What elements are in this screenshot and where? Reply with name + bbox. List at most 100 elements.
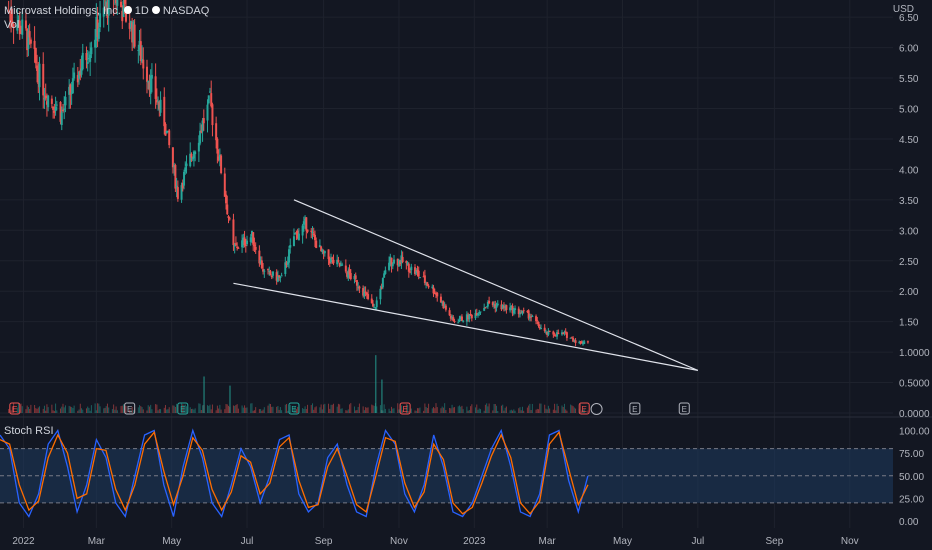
volume-bar xyxy=(587,410,589,413)
candle-body xyxy=(52,106,55,110)
candle-body xyxy=(514,308,517,310)
volume-bar xyxy=(434,408,436,413)
candle-body xyxy=(573,340,576,342)
candle-body xyxy=(253,244,256,247)
candle-body xyxy=(417,270,420,277)
volume-bar xyxy=(545,408,547,413)
candle-body xyxy=(337,260,340,262)
volume-bar xyxy=(140,406,142,413)
candle-body xyxy=(120,1,123,8)
candle-body xyxy=(510,306,513,308)
candle-body xyxy=(320,246,323,252)
volume-bar xyxy=(251,403,253,413)
volume-bar xyxy=(310,405,312,413)
volume-bar xyxy=(353,406,355,413)
volume-bar xyxy=(471,404,473,413)
volume-bar xyxy=(408,410,410,413)
volume-bar xyxy=(158,409,160,413)
volume-bar xyxy=(209,404,211,413)
currency-label[interactable]: USD xyxy=(892,4,914,15)
volume-bar xyxy=(234,405,236,413)
volume-bar xyxy=(289,404,291,413)
candle-body xyxy=(401,257,404,262)
volume-bar xyxy=(113,404,115,413)
volume-bar xyxy=(573,407,575,413)
volume-bar xyxy=(540,403,542,413)
candle-body xyxy=(400,255,403,263)
candle-body xyxy=(122,0,125,17)
candle-body xyxy=(73,72,76,79)
candle-body xyxy=(201,120,204,132)
interval[interactable]: 1D xyxy=(134,5,149,17)
candle-body xyxy=(552,331,555,335)
volume-bar xyxy=(350,403,352,413)
candle-body xyxy=(520,312,523,314)
candle-body xyxy=(59,101,62,122)
candle-body xyxy=(301,225,304,236)
candle-body xyxy=(176,187,179,199)
volume-bar xyxy=(121,405,123,413)
candle-body xyxy=(354,275,357,279)
candle-body xyxy=(8,11,11,13)
volume-bar xyxy=(391,406,393,413)
time-axis[interactable]: 2022 Mar May Jul Sep Nov 2023 Mar May Jul Sep Nov xyxy=(12,536,858,547)
volume-bar xyxy=(276,406,278,413)
candle-body xyxy=(234,243,237,245)
volume-bar xyxy=(287,410,289,413)
volume-bar xyxy=(260,409,262,413)
candle-body xyxy=(399,261,402,265)
candle-body xyxy=(531,315,534,317)
candle-body xyxy=(341,264,344,266)
volume-bar xyxy=(431,408,433,413)
volume-bar xyxy=(26,405,28,413)
candle-body xyxy=(96,19,99,37)
volume-bar xyxy=(99,406,101,413)
trendlines[interactable] xyxy=(233,199,699,371)
candle-body xyxy=(271,271,274,276)
volume-bar xyxy=(142,409,144,413)
stoch-rsi-label[interactable]: Stoch RSI xyxy=(4,425,54,437)
symbol-name[interactable]: Microvast Holdings, Inc. xyxy=(4,5,121,17)
volume-bar xyxy=(284,404,286,413)
volume-bar xyxy=(549,408,551,413)
candle-body xyxy=(76,75,79,83)
volume-bar xyxy=(349,404,351,413)
volume-bar xyxy=(468,410,470,413)
candle-body xyxy=(453,320,456,323)
candle-body xyxy=(426,282,429,286)
volume-bar xyxy=(504,407,506,413)
candle-body xyxy=(475,313,478,316)
volume-bar xyxy=(554,403,556,413)
candle-body xyxy=(547,331,550,335)
volume-bar xyxy=(415,410,417,413)
volume-bar xyxy=(131,406,133,413)
candle-body xyxy=(242,237,245,242)
candle-body xyxy=(262,269,265,272)
candle-body xyxy=(512,309,515,314)
candle-body xyxy=(355,280,358,286)
volume-spike xyxy=(203,376,205,413)
candle-body xyxy=(206,104,209,121)
candle-body xyxy=(191,158,194,160)
candle-body xyxy=(71,78,74,94)
candle-body xyxy=(444,305,447,310)
candle-body xyxy=(259,260,262,264)
candle-body xyxy=(28,31,31,38)
volume-bar xyxy=(293,407,295,413)
candle-body xyxy=(121,10,124,22)
candle-body xyxy=(95,17,98,41)
candle-body xyxy=(581,343,584,345)
candle-body xyxy=(159,99,162,113)
volume-bar xyxy=(89,410,91,413)
volume-label[interactable]: Vol xyxy=(4,19,20,31)
volume-bar xyxy=(428,403,430,413)
volume-bar xyxy=(271,406,273,413)
volume-bar xyxy=(337,403,339,413)
volume-bar xyxy=(321,409,323,413)
candle-body xyxy=(318,245,321,247)
candle-body xyxy=(285,262,288,265)
candle-body xyxy=(269,271,272,275)
price-axis[interactable]: 0.0000 0.5000 1.0000 1.50 2.00 2.50 3.00 3.50 4.… xyxy=(899,13,930,528)
